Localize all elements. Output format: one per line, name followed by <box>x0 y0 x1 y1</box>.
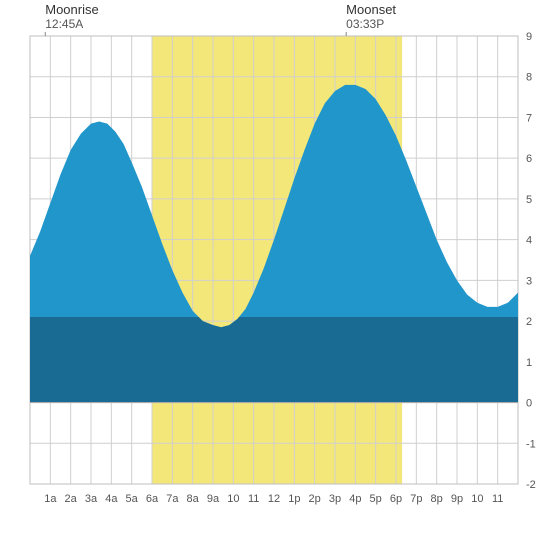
y-tick-label: -2 <box>526 479 536 491</box>
y-tick-label: 7 <box>526 112 532 124</box>
x-tick-label: 2p <box>309 493 321 505</box>
x-tick-label: 1a <box>44 493 57 505</box>
x-tick-label: 11 <box>492 493 503 505</box>
moonrise-time: 12:45A <box>45 17 83 31</box>
y-tick-label: 1 <box>526 357 532 369</box>
tide-chart: -2-101234567891a2a3a4a5a6a7a8a9a1011121p… <box>0 0 550 550</box>
x-tick-label: 6a <box>146 493 159 505</box>
x-tick-label: 10 <box>471 493 483 505</box>
x-tick-label: 1p <box>288 493 300 505</box>
y-tick-label: 0 <box>526 398 532 410</box>
x-tick-label: 12 <box>268 493 280 505</box>
x-tick-label: 4p <box>349 493 361 505</box>
x-tick-label: 9p <box>451 493 463 505</box>
x-tick-label: 7a <box>166 493 179 505</box>
x-tick-label: 3p <box>329 493 341 505</box>
x-tick-label: 8p <box>431 493 443 505</box>
x-tick-label: 4a <box>105 493 118 505</box>
chart-svg: -2-101234567891a2a3a4a5a6a7a8a9a1011121p… <box>0 0 550 550</box>
moonset-time: 03:33P <box>346 17 384 31</box>
x-tick-label: 5p <box>370 493 382 505</box>
y-tick-label: 5 <box>526 194 532 206</box>
moonrise-title: Moonrise <box>45 2 98 17</box>
y-tick-label: 4 <box>526 235 532 247</box>
x-tick-label: 5a <box>126 493 139 505</box>
x-tick-label: 2a <box>65 493 78 505</box>
x-tick-label: 3a <box>85 493 98 505</box>
y-tick-label: 6 <box>526 153 532 165</box>
x-tick-label: 7p <box>410 493 422 505</box>
y-tick-label: 2 <box>526 316 532 328</box>
moonset-title: Moonset <box>346 2 396 17</box>
y-tick-label: 3 <box>526 275 532 287</box>
x-tick-label: 10 <box>227 493 239 505</box>
x-tick-label: 6p <box>390 493 402 505</box>
y-tick-label: 8 <box>526 72 532 84</box>
y-tick-label: 9 <box>526 31 532 43</box>
x-tick-label: 11 <box>248 493 259 505</box>
x-tick-label: 8a <box>187 493 200 505</box>
x-tick-label: 9a <box>207 493 220 505</box>
y-tick-label: -1 <box>526 438 536 450</box>
